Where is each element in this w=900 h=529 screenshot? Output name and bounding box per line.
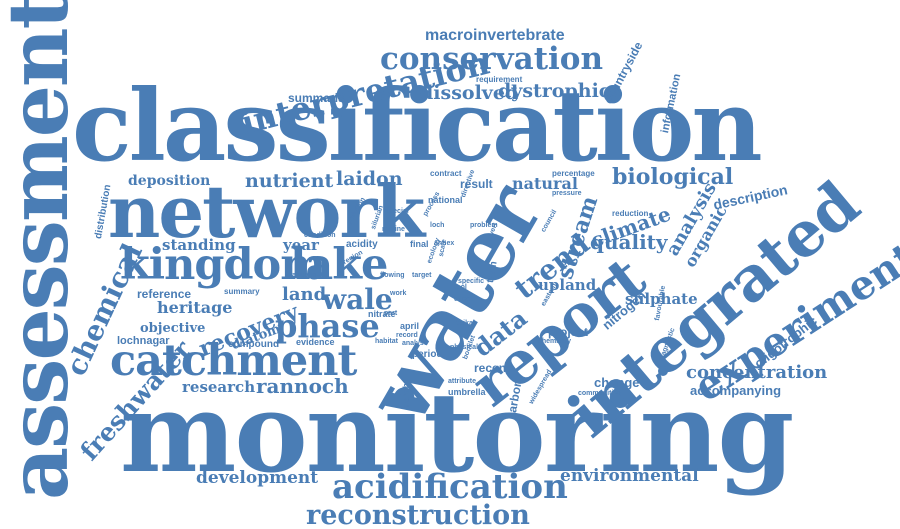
word-acidity: acidity xyxy=(346,239,378,250)
word-condition: condition xyxy=(304,232,336,239)
word-tool: tool xyxy=(454,284,467,291)
word-nutrient: nutrient xyxy=(245,170,334,192)
word-quality: quality xyxy=(590,230,668,254)
word-sulphate: sulphate xyxy=(625,290,698,308)
word-project: project xyxy=(548,325,589,339)
word-specific: specific xyxy=(458,278,485,285)
word-natural: natural xyxy=(512,174,578,193)
word-accompanying: accompanying xyxy=(690,383,782,398)
word-reference: reference xyxy=(137,287,192,301)
word-summary: summary xyxy=(224,287,260,296)
word-wale: wale xyxy=(322,283,393,316)
word-habitat: habitat xyxy=(375,338,398,345)
word-marine: marine xyxy=(382,226,405,233)
word-effect: effect xyxy=(454,296,473,303)
word-development: development xyxy=(196,468,319,488)
word-monitoring: monitoring xyxy=(120,368,794,497)
word-attribute: attribute xyxy=(448,378,476,385)
word-baikal: baikal xyxy=(455,320,475,327)
word-contract: contract xyxy=(430,169,462,178)
word-kingdom: kingdom xyxy=(120,240,326,290)
word-result: result xyxy=(460,177,493,191)
word-chemistry: chemistry xyxy=(538,338,572,345)
word-evidence: evidence xyxy=(296,337,335,347)
word-umbrella: umbrella xyxy=(448,387,486,397)
word-problem: problem xyxy=(470,222,498,229)
word-flowing: flowing xyxy=(380,272,405,279)
word-march: march xyxy=(401,382,411,410)
word-classification: classification xyxy=(72,69,763,184)
word-upland: upland xyxy=(538,276,597,294)
word-assessment: assessment xyxy=(0,0,87,500)
word-reduction: reduction xyxy=(612,209,649,218)
word-record: record xyxy=(396,332,418,339)
word-communities: communities xyxy=(578,390,622,397)
word-annex: annex xyxy=(434,240,455,247)
word-dystrophic: dystrophic xyxy=(498,80,611,102)
word-concentration: concentration xyxy=(686,362,828,383)
word-analyse: analyse xyxy=(402,340,428,347)
word-compound: compound xyxy=(228,339,280,350)
word-aquatic: aquatic xyxy=(292,272,317,279)
dot-mark xyxy=(658,366,668,376)
word-special: special xyxy=(385,208,409,215)
word-nitrate: nitrate xyxy=(368,309,396,319)
word-lake: lake xyxy=(290,240,388,290)
word-requirement: requirement xyxy=(476,75,523,84)
word-land: land xyxy=(282,284,327,305)
word-summarise: summarise xyxy=(288,91,352,105)
word-phase: phase xyxy=(275,307,380,345)
word-april: april xyxy=(400,321,420,331)
word-heritage: heritage xyxy=(157,298,233,317)
word-physical: physical xyxy=(450,344,479,351)
word-laidon: laidon xyxy=(336,168,403,190)
word-network: network xyxy=(108,169,425,254)
word-loch: loch xyxy=(430,222,445,229)
word-deposition: deposition xyxy=(128,173,211,189)
word-part: part xyxy=(384,310,398,317)
word-acidification: acidification xyxy=(332,467,568,507)
word-lochnagar: lochnagar xyxy=(117,335,170,347)
word-year: year xyxy=(283,236,319,254)
word-change: change xyxy=(594,375,640,390)
word-dissolved: dissolved xyxy=(420,82,519,104)
word-target: target xyxy=(412,272,432,279)
word-objective: objective xyxy=(140,321,206,336)
word-standing: standing xyxy=(162,236,236,254)
word-catchment: catchment xyxy=(110,336,357,386)
word-conservation: conservation xyxy=(380,41,604,77)
word-work: work xyxy=(390,290,407,297)
word-biological: biological xyxy=(612,164,734,190)
word-macroinvertebrate: macroinvertebrate xyxy=(425,27,565,44)
word-recent: recent xyxy=(474,361,511,375)
word-rannoch: rannoch xyxy=(256,374,349,398)
word-percentage: percentage xyxy=(552,169,595,178)
word-national: national xyxy=(428,195,463,205)
word-environmental: environmental xyxy=(560,466,699,486)
word-final: final xyxy=(410,239,429,249)
word-research: research xyxy=(182,378,256,396)
word-pressure: pressure xyxy=(552,190,582,197)
word-reconstruction: reconstruction xyxy=(306,500,530,529)
word-period: period xyxy=(412,349,443,360)
